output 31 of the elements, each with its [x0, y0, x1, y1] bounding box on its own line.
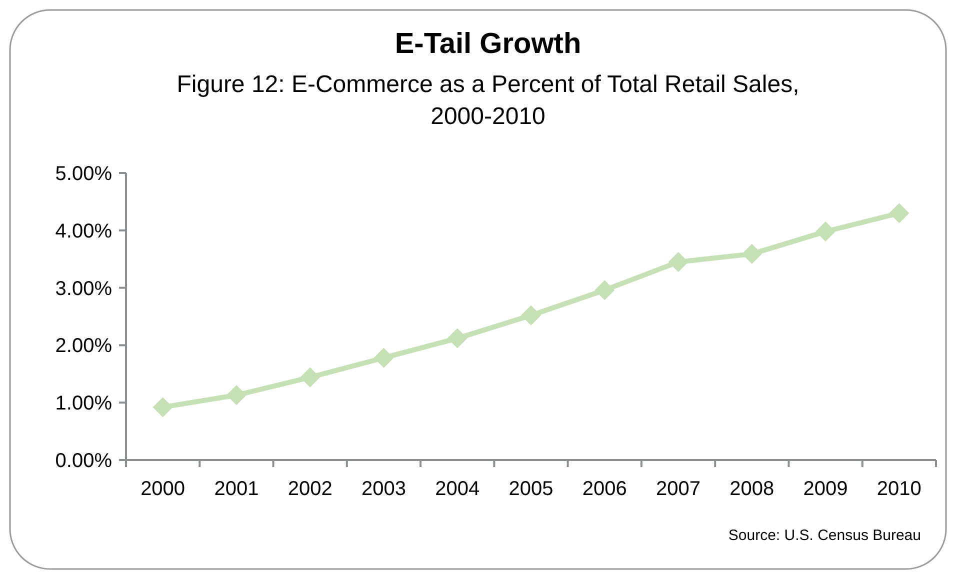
- y-tick-label: 4.00%: [55, 220, 112, 242]
- point: [594, 280, 615, 300]
- x-tick-label: 2007: [656, 478, 701, 500]
- y-tick-label: 5.00%: [55, 163, 112, 185]
- x-tick-label: 2009: [803, 478, 848, 500]
- x-tick-label: 2006: [582, 478, 627, 500]
- point: [521, 305, 541, 326]
- x-tick-label: 2005: [508, 478, 554, 500]
- point: [816, 222, 836, 242]
- x-tick-label: 2008: [730, 478, 774, 500]
- point: [152, 397, 173, 418]
- y-tick-label: 0.00%: [55, 450, 112, 472]
- chart-title: E-Tail Growth: [394, 28, 582, 60]
- x-tick-label: 2003: [361, 478, 406, 500]
- point: [226, 385, 246, 406]
- point: [889, 203, 910, 224]
- x-tick-label: 2010: [876, 478, 922, 500]
- point: [742, 244, 762, 264]
- x-tick-label: 2000: [140, 478, 186, 500]
- source-note: Source: U.S. Census Bureau: [728, 527, 921, 544]
- y-tick-label: 1.00%: [55, 392, 112, 415]
- point: [447, 328, 468, 348]
- point: [300, 367, 320, 388]
- x-tick-label: 2004: [435, 478, 480, 500]
- x-tick-label: 2002: [288, 478, 332, 500]
- x-tick-label: 2001: [214, 478, 259, 500]
- chart-subtitle: Figure 12: E-Commerce as a Percent of Total Retail Sales, 2000-2010: [176, 71, 800, 130]
- y-tick-label: 2.00%: [55, 335, 112, 358]
- point: [374, 348, 394, 368]
- y-tick-label: 3.00%: [55, 278, 112, 300]
- point: [668, 252, 688, 272]
